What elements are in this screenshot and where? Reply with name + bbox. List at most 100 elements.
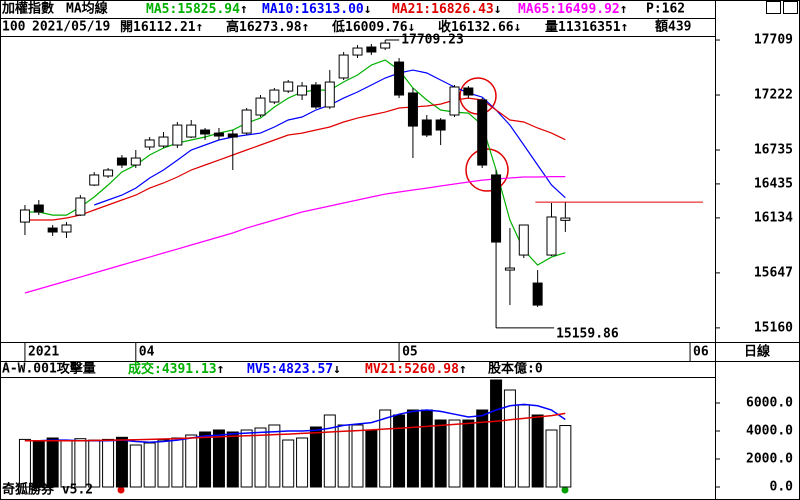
candle-body [213,132,224,137]
candle-body [352,47,363,56]
volume-bar [351,424,364,488]
header-group: MV21:5260.98↑ [365,362,467,377]
volume-bar [420,409,433,488]
legend-value: 16313.00 [301,2,364,17]
volume-bar [240,429,253,488]
volume-bar [545,429,558,488]
candle-body [477,99,488,166]
legend-arrow: ↓ [364,2,372,17]
header-group: 低16009.76↓ [331,19,415,35]
candle-body [269,89,280,103]
legend-value: 5260.98 [404,362,459,377]
quote-arrow: ↓ [408,20,416,35]
quote-value: 16112.21 [133,20,196,35]
x-tick-label: 05 [402,345,418,360]
legend-name: MA5: [146,2,177,17]
volume-bar [171,437,184,488]
candle-body [116,157,127,166]
candle-body [33,204,44,213]
period-label: 日線 [744,344,771,360]
volume-bar [268,424,281,488]
candle-body [491,174,502,243]
header-group: 量11316351↑ [545,20,628,35]
legend-value: 16826.43 [431,2,494,17]
y-tick-label: 17222 [754,88,793,103]
window-controls[interactable] [766,1,798,14]
candle-body [158,136,169,147]
volume-bar [282,439,295,488]
ma-line [24,59,566,266]
legend-arrow: ↓ [494,2,502,17]
volume-bar [157,439,170,488]
header-group: MV5:4823.57↓ [247,362,341,377]
candle-body [463,87,474,96]
legend-name: 成交: [128,361,162,377]
high-annotation: 17709.23 [401,32,464,47]
y-tick-label: 17709 [754,33,793,48]
y-tick-label: 16134 [754,210,793,225]
volume-bar [88,439,101,488]
volume-bar [323,414,336,488]
candle-body [366,46,377,53]
candle-body [144,139,155,148]
volume-bar [185,434,198,488]
legend-arrow: ↑ [217,362,225,377]
x-tick-label: 2021 [28,345,59,360]
ma-line [24,176,566,294]
close-button[interactable] [783,1,798,14]
candle-body [75,197,86,216]
legend-value: 4823.57 [278,362,333,377]
candle-body [394,61,405,96]
candle-body [338,54,349,79]
quote-label: 低 [331,19,345,35]
y-tick-label: 16435 [754,176,793,191]
candle-body [518,224,529,256]
legend-name: MV5: [247,362,278,377]
volume-bar [296,437,309,488]
volume-bar [199,431,212,488]
chart-title: 加權指數 [1,1,54,17]
header-group: 成交:4391.13↑ [128,361,224,377]
y-tick-label: 16735 [754,143,793,158]
volume-bar [60,440,73,488]
y-tick-label: 2000.0 [746,452,793,467]
candle-body [19,209,30,223]
candle-body [255,97,266,116]
candle-body [186,124,197,138]
candle-body [310,84,321,108]
candle-body [421,119,432,136]
legend-name: MA10: [262,2,301,17]
legend-arrow: ↑ [459,362,467,377]
quote-label: 量 [545,20,558,35]
candle-body [380,42,391,49]
volume-bar [448,419,461,488]
header-group: 收16132.66↓ [438,19,521,35]
volume-bar [406,409,419,488]
legend-name: MA21: [392,2,431,17]
candle-body [61,224,72,233]
quote-label: 高 [226,19,239,35]
candle-body [241,109,252,134]
quote-date: 2021/05/19 [32,20,110,35]
volume-bar [490,379,503,488]
legend-value: 16499.92 [557,2,620,17]
volume-bar [531,414,544,488]
candle-body [283,81,294,92]
volume-bar [309,426,322,488]
legend-arrow: ↑ [620,2,628,17]
volume-bar [476,409,489,488]
signal-dot [117,486,125,494]
candle-body [449,86,460,116]
quote-amount: 額439 [654,19,691,35]
volume-bar [379,409,392,488]
volume-bar [503,389,516,488]
volume-bar [46,437,59,488]
legend-name: MV21: [365,362,404,377]
candle-body [532,282,543,306]
candle-body [504,267,515,271]
restore-button[interactable] [766,1,781,14]
header-group: MA65:16499.92↑ [518,2,628,17]
volume-bar [32,441,45,488]
volume-bar [254,427,267,488]
